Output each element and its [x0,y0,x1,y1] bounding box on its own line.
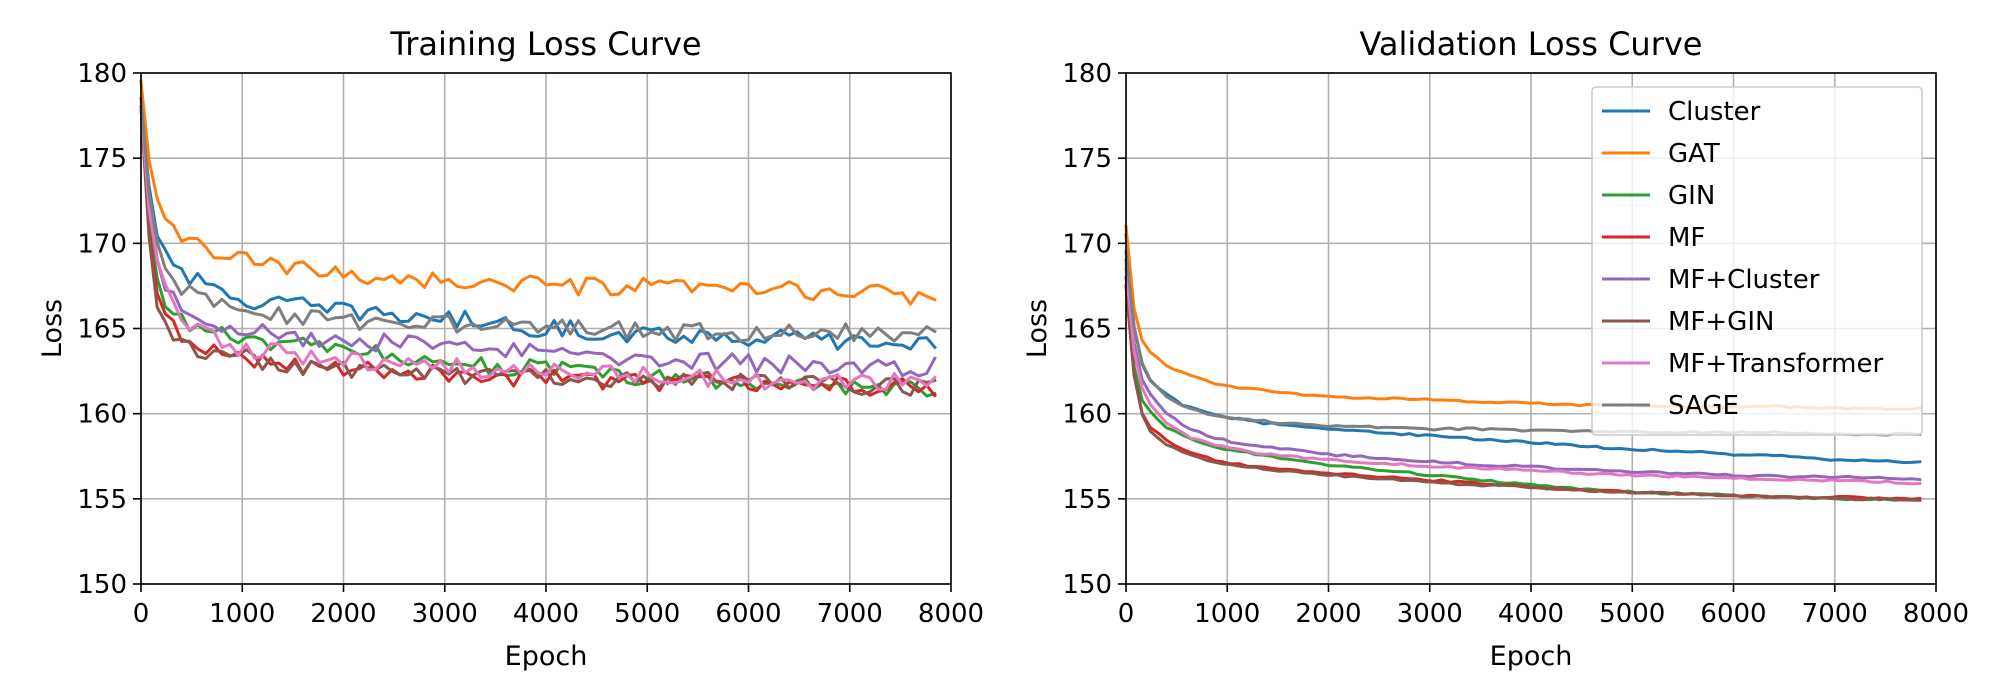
legend-label-cluster: Cluster [1668,97,1761,127]
training-series-gat [139,79,937,306]
x-tick-label: 0 [133,599,150,629]
training-x-axis-label: Epoch [505,641,588,672]
x-tick-label: 1000 [209,599,275,629]
x-tick-label: 7000 [1802,599,1868,629]
x-tick-label: 2000 [1295,599,1361,629]
validation-series-cluster [1124,233,1922,464]
legend-label-sage: SAGE [1668,391,1739,421]
legend-label-mf-cluster: MF+Cluster [1668,265,1820,295]
y-tick-label: 160 [1062,400,1112,430]
x-tick-label: 4000 [513,599,579,629]
x-tick-label: 8000 [1903,599,1969,629]
validation-y-axis-label: Loss [1022,299,1053,358]
training-series-sage [139,96,937,343]
validation-series-mf-transformer [1124,267,1922,486]
training-series-mf-gin [139,105,937,397]
x-tick-label: 3000 [412,599,478,629]
y-tick-label: 175 [1062,144,1112,174]
y-tick-label: 150 [1062,570,1112,600]
y-tick-label: 155 [77,485,127,515]
y-tick-label: 165 [77,315,127,345]
y-tick-label: 180 [77,59,127,89]
y-tick-label: 160 [77,400,127,430]
y-tick-label: 150 [77,570,127,600]
x-tick-label: 7000 [817,599,883,629]
x-tick-label: 4000 [1498,599,1564,629]
training-series-mf-cluster [139,105,937,378]
validation-ticks: 0 1000 2000 3000 4000 5000 6000 7000 8000 150 155 1… [1062,59,1969,629]
training-loss-chart: 0 1000 2000 3000 4000 5000 6000 7000 8000 150 155 1… [37,25,984,672]
y-tick-label: 175 [77,144,127,174]
legend: Cluster GAT GIN MF MF+Cluster MF+GIN MF+Transf… [1591,86,1923,436]
legend-label-mf-gin: MF+GIN [1668,307,1774,337]
legend-label-mf-transformer: MF+Transformer [1668,349,1883,379]
x-tick-label: 0 [1118,599,1135,629]
x-tick-label: 8000 [918,599,984,629]
legend-box [1591,86,1923,436]
training-series-mf-transformer [139,105,937,391]
legend-label-mf: MF [1668,223,1705,253]
training-chart-title: Training Loss Curve [389,25,701,63]
legend-label-gin: GIN [1668,181,1715,211]
x-tick-label: 6000 [715,599,781,629]
training-ticks: 0 1000 2000 3000 4000 5000 6000 7000 8000 150 155 1… [77,59,984,629]
x-tick-label: 6000 [1700,599,1766,629]
x-tick-label: 5000 [614,599,680,629]
validation-x-axis-label: Epoch [1490,641,1573,672]
legend-label-gat: GAT [1668,139,1720,169]
y-tick-label: 170 [1062,229,1112,259]
y-tick-label: 170 [77,229,127,259]
y-tick-label: 180 [1062,59,1112,89]
validation-series-lines [1124,224,1922,502]
x-tick-label: 5000 [1599,599,1665,629]
x-tick-label: 3000 [1397,599,1463,629]
validation-loss-chart: 0 1000 2000 3000 4000 5000 6000 7000 8000 150 155 1… [1022,25,1969,672]
x-tick-label: 2000 [310,599,376,629]
validation-series-mf-cluster [1124,258,1922,482]
training-y-axis-label: Loss [37,299,68,358]
validation-chart-title: Validation Loss Curve [1360,25,1703,63]
validation-series-mf-gin [1124,284,1922,502]
y-tick-label: 165 [1062,315,1112,345]
training-series-lines [139,79,937,398]
y-tick-label: 155 [1062,485,1112,515]
x-tick-label: 1000 [1194,599,1260,629]
